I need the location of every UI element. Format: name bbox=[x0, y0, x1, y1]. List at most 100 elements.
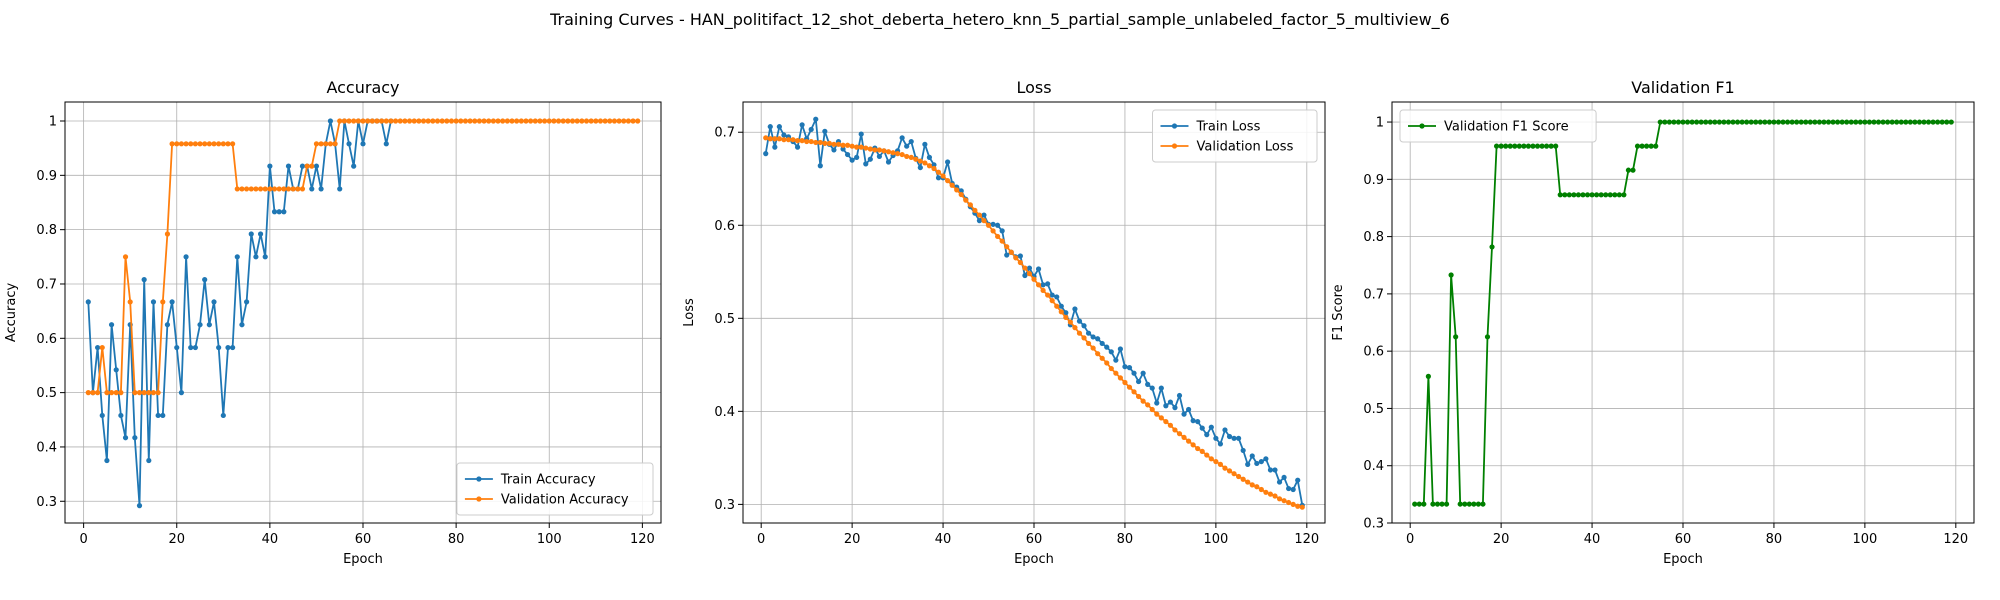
y-tick-label: 0.3 bbox=[1363, 517, 1384, 532]
data-point bbox=[178, 141, 185, 147]
data-point bbox=[313, 163, 320, 169]
data-point bbox=[337, 186, 343, 192]
data-point bbox=[935, 169, 942, 175]
data-point bbox=[136, 390, 143, 396]
data-point bbox=[225, 141, 231, 147]
data-point bbox=[267, 186, 273, 192]
data-point bbox=[1095, 351, 1101, 357]
chart-title: Loss bbox=[1016, 78, 1051, 97]
x-tick-label: 100 bbox=[537, 532, 562, 547]
data-point bbox=[781, 137, 787, 143]
data-point bbox=[327, 141, 334, 147]
data-point bbox=[1286, 499, 1292, 506]
data-point bbox=[188, 344, 194, 351]
data-point bbox=[439, 118, 445, 124]
data-point bbox=[781, 132, 787, 138]
chart-title: Accuracy bbox=[326, 78, 399, 97]
data-point bbox=[976, 212, 983, 218]
data-point bbox=[1099, 355, 1105, 361]
x-tick-label: 20 bbox=[1493, 532, 1510, 547]
data-point bbox=[1081, 335, 1087, 341]
data-point bbox=[1757, 119, 1763, 125]
data-point bbox=[1272, 467, 1278, 473]
data-point bbox=[602, 118, 608, 124]
data-point bbox=[1045, 281, 1051, 287]
data-point bbox=[276, 209, 282, 215]
data-point bbox=[958, 191, 964, 198]
data-point bbox=[1240, 476, 1246, 482]
y-tick-label: 0.3 bbox=[714, 498, 735, 513]
data-point bbox=[1807, 119, 1813, 125]
data-point bbox=[963, 197, 969, 203]
data-point bbox=[285, 163, 292, 169]
data-point bbox=[1857, 119, 1863, 125]
data-point bbox=[1226, 433, 1233, 440]
data-point bbox=[1104, 360, 1110, 366]
data-point bbox=[1040, 282, 1046, 288]
data-point bbox=[444, 118, 450, 124]
data-point bbox=[1095, 336, 1101, 342]
data-point bbox=[813, 116, 819, 122]
data-point bbox=[1775, 119, 1782, 125]
data-point bbox=[1871, 119, 1877, 125]
data-point bbox=[849, 157, 855, 163]
data-point bbox=[808, 126, 814, 133]
data-point bbox=[150, 299, 157, 305]
data-point bbox=[1739, 119, 1745, 125]
data-point bbox=[831, 141, 837, 147]
data-point bbox=[1158, 415, 1164, 421]
data-point bbox=[192, 344, 198, 351]
data-point bbox=[1172, 405, 1178, 411]
data-point bbox=[434, 118, 441, 124]
data-point bbox=[108, 322, 115, 328]
x-tick-label: 120 bbox=[1943, 532, 1968, 547]
data-point bbox=[1013, 255, 1019, 261]
data-point bbox=[899, 135, 905, 141]
data-point bbox=[1199, 425, 1205, 431]
data-point bbox=[257, 231, 264, 237]
data-point bbox=[1762, 119, 1768, 125]
data-point bbox=[281, 209, 287, 215]
data-point bbox=[1290, 501, 1296, 507]
data-point bbox=[1521, 143, 1527, 149]
data-point bbox=[1816, 119, 1823, 125]
data-point bbox=[835, 141, 842, 147]
data-point bbox=[1258, 458, 1264, 465]
data-point bbox=[794, 144, 801, 150]
data-point bbox=[799, 138, 805, 144]
data-point bbox=[1603, 192, 1609, 198]
data-point bbox=[132, 435, 138, 441]
data-point bbox=[1503, 143, 1509, 149]
data-point bbox=[1571, 192, 1577, 198]
data-point bbox=[583, 118, 590, 124]
data-point bbox=[411, 118, 417, 124]
data-point bbox=[1190, 418, 1196, 424]
data-point bbox=[999, 238, 1005, 244]
data-point bbox=[230, 141, 236, 147]
data-point bbox=[94, 390, 101, 396]
data-point bbox=[1898, 119, 1904, 125]
data-point bbox=[1412, 501, 1418, 507]
x-tick-label: 40 bbox=[1584, 532, 1601, 547]
data-point bbox=[1281, 474, 1287, 481]
data-point bbox=[844, 151, 851, 158]
data-point bbox=[546, 118, 552, 124]
data-point bbox=[794, 138, 801, 144]
data-point bbox=[985, 222, 992, 228]
legend-label: Train Loss bbox=[1196, 120, 1261, 135]
data-point bbox=[981, 212, 987, 218]
data-point bbox=[1712, 119, 1718, 125]
data-point bbox=[945, 178, 951, 184]
data-point bbox=[867, 156, 873, 162]
data-point bbox=[108, 390, 115, 396]
data-point bbox=[1286, 485, 1292, 492]
data-point bbox=[1748, 119, 1754, 125]
data-point bbox=[844, 142, 851, 148]
data-point bbox=[211, 299, 217, 305]
data-point bbox=[1245, 479, 1251, 485]
data-point bbox=[290, 186, 296, 192]
data-point bbox=[202, 277, 208, 283]
data-point bbox=[388, 118, 394, 124]
data-point bbox=[360, 118, 366, 124]
